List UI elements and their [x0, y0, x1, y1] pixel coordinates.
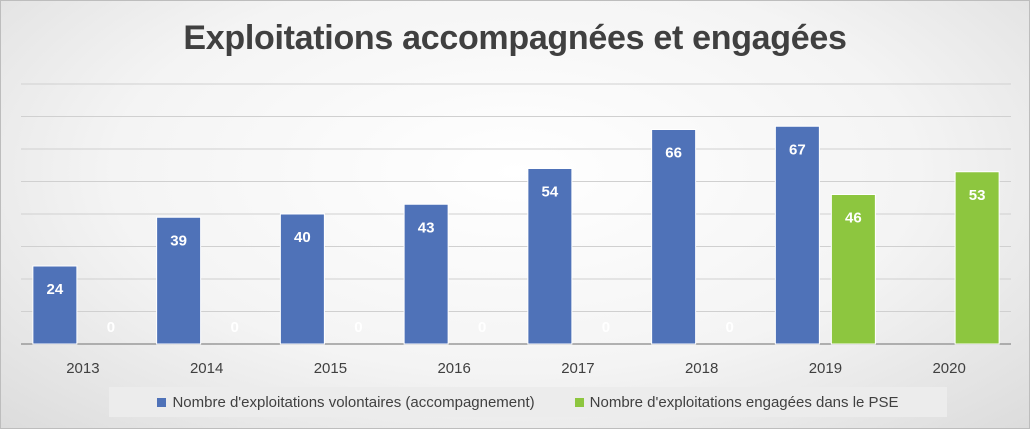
- legend-label-engagees: Nombre d'exploitations engagées dans le …: [589, 393, 899, 411]
- legend-swatch-blue: [157, 397, 167, 407]
- value-label-engagees-2013: 0: [107, 319, 115, 336]
- value-label-engagees-2015: 0: [354, 319, 362, 336]
- value-label-volontaires-2016: 43: [418, 219, 435, 236]
- x-axis-ticks: 2013 2014 2015 2016 2017 2018 2019 2020: [66, 360, 966, 377]
- x-tick-label-2017: 2017: [561, 360, 594, 377]
- value-label-engagees-2014: 0: [230, 319, 238, 336]
- value-label-engagees-2018: 0: [725, 319, 733, 336]
- bars: [32, 125, 1000, 345]
- legend-label-volontaires: Nombre d'exploitations volontaires (acco…: [172, 393, 535, 411]
- bar-volontaires-2014: [156, 216, 202, 345]
- value-label-engagees-2020: 53: [969, 187, 986, 204]
- value-label-volontaires-2018: 66: [665, 145, 682, 162]
- x-tick-label-2018: 2018: [685, 360, 718, 377]
- legend-item-volontaires: Nombre d'exploitations volontaires (acco…: [157, 393, 535, 411]
- chart-title: Exploitations accompagnées et engagées: [183, 19, 847, 57]
- x-tick-label-2015: 2015: [314, 360, 347, 377]
- value-label-volontaires-2015: 40: [294, 229, 311, 246]
- bar-engagees-2019: [830, 194, 876, 345]
- x-tick-label-2019: 2019: [809, 360, 842, 377]
- x-tick-label-2013: 2013: [66, 360, 99, 377]
- legend-swatch-green: [574, 397, 584, 407]
- bar-engagees-2020: [954, 171, 1000, 345]
- legend-item-engagees: Nombre d'exploitations engagées dans le …: [574, 393, 899, 411]
- x-tick-label-2020: 2020: [932, 360, 965, 377]
- value-label-engagees-2016: 0: [478, 319, 486, 336]
- value-labels: 24 0 39 0 40 0 43 0 54 0 66 0 67 46 53: [47, 141, 986, 336]
- value-label-engagees-2017: 0: [602, 319, 610, 336]
- bar-volontaires-2018: [651, 129, 697, 345]
- bar-volontaires-2019: [774, 125, 820, 345]
- bar-volontaires-2015: [279, 213, 325, 345]
- bar-volontaires-2013: [32, 265, 78, 345]
- value-label-volontaires-2014: 39: [170, 232, 187, 249]
- value-label-volontaires-2013: 24: [47, 281, 64, 298]
- bar-volontaires-2016: [403, 203, 449, 345]
- bar-volontaires-2017: [527, 168, 573, 345]
- value-label-volontaires-2019: 67: [789, 141, 806, 158]
- x-tick-label-2014: 2014: [190, 360, 223, 377]
- value-label-engagees-2019: 46: [845, 210, 862, 227]
- legend: Nombre d'exploitations volontaires (acco…: [109, 387, 947, 417]
- value-label-volontaires-2017: 54: [542, 184, 559, 201]
- x-tick-label-2016: 2016: [437, 360, 470, 377]
